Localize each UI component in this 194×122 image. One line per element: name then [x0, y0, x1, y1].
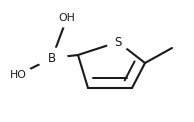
- Ellipse shape: [107, 33, 129, 51]
- Text: OH: OH: [59, 13, 75, 23]
- Text: B: B: [48, 51, 56, 65]
- Ellipse shape: [3, 66, 33, 84]
- Ellipse shape: [37, 48, 67, 68]
- Ellipse shape: [51, 9, 83, 27]
- Text: S: S: [114, 36, 122, 49]
- Text: HO: HO: [10, 70, 26, 80]
